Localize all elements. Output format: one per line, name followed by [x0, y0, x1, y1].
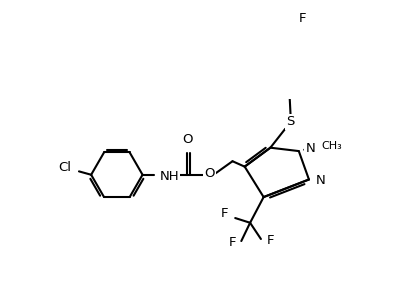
Text: CH₃: CH₃ — [322, 141, 343, 151]
Text: O: O — [183, 133, 193, 146]
Text: F: F — [266, 234, 274, 247]
Text: F: F — [221, 207, 228, 220]
Text: N: N — [306, 142, 315, 155]
Text: Cl: Cl — [58, 162, 71, 174]
Text: F: F — [299, 13, 306, 25]
Text: O: O — [204, 167, 215, 180]
Text: N: N — [316, 174, 326, 187]
Text: F: F — [229, 236, 236, 249]
Text: S: S — [287, 115, 295, 129]
Text: NH: NH — [160, 170, 179, 183]
